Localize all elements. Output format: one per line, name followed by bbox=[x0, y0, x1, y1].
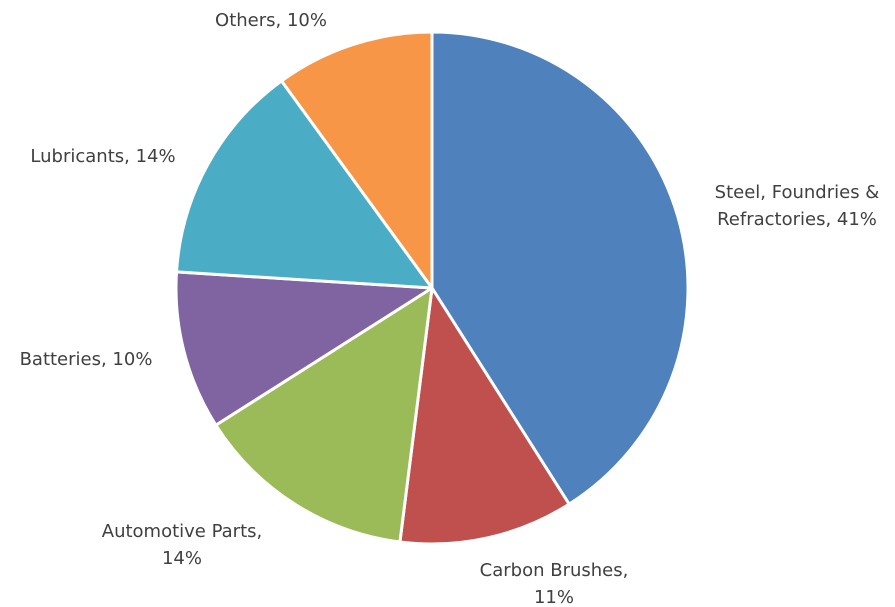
pie-slice bbox=[280, 30, 434, 290]
slice-label-line: Carbon Brushes, bbox=[480, 560, 629, 581]
slice-label-line: Automotive Parts, bbox=[102, 521, 262, 542]
slice-label-line: 11% bbox=[534, 587, 574, 607]
pie-labels: Steel, Foundries & Refractories, 41% Carbo… bbox=[20, 10, 880, 607]
slice-label: Lubricants, 14% bbox=[30, 146, 175, 167]
slice-label-line: Batteries, 10% bbox=[20, 349, 153, 370]
slice-label: Carbon Brushes, 11% bbox=[480, 560, 629, 607]
slice-label: Automotive Parts, 14% bbox=[102, 521, 262, 569]
slice-label-line: Lubricants, 14% bbox=[30, 146, 175, 167]
slice-label-line: Others, 10% bbox=[215, 10, 327, 31]
slice-label-line: Steel, Foundries & bbox=[715, 182, 880, 203]
pie-slice bbox=[175, 79, 434, 290]
pie-slice bbox=[174, 270, 434, 427]
pie-slice bbox=[398, 286, 571, 546]
slice-label: Others, 10% bbox=[215, 10, 327, 31]
slice-label-line: 14% bbox=[162, 548, 202, 569]
slice-label: Batteries, 10% bbox=[20, 349, 153, 370]
pie-slices bbox=[174, 30, 690, 546]
pie-slice bbox=[214, 286, 434, 544]
slice-label-line: Refractories, 41% bbox=[717, 209, 877, 230]
slice-label: Steel, Foundries & Refractories, 41% bbox=[715, 182, 880, 230]
